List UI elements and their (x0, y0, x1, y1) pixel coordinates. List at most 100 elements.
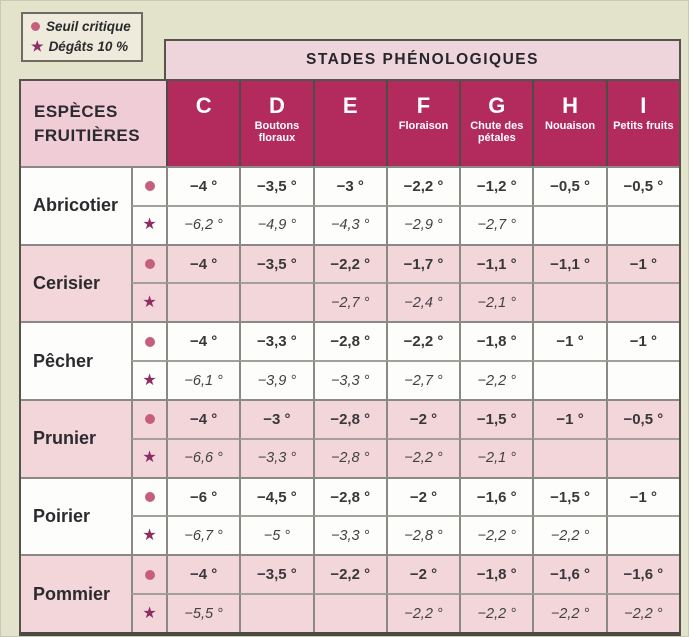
value-cell-seuil: −1,5 ° (459, 398, 533, 438)
value-cell-degats: −3,3 ° (239, 437, 313, 477)
stage-column-header-E: E (312, 81, 386, 166)
value-cell-seuil: −0,5 ° (532, 166, 606, 205)
seuil-critique-dot-icon (144, 414, 155, 425)
stage-column-header-I: I Petits fruits (605, 81, 679, 166)
value-cell-seuil: −2,2 ° (385, 321, 460, 361)
stage-sublabel: Boutons floraux (254, 120, 300, 145)
phenology-table: STADES PHÉNOLOGIQUES ESPÈCES FRUITIÈRES … (19, 39, 681, 636)
value-cell-degats (239, 593, 313, 632)
seuil-critique-dot-icon (144, 259, 155, 270)
species-header-line2: FRUITIÈRES (34, 125, 141, 145)
value-cell-seuil: −4 ° (166, 243, 240, 283)
value-cell-seuil: −3 ° (312, 166, 386, 205)
marker-cell: ★ (131, 437, 166, 477)
value-cell-degats: −3,9 ° (239, 360, 313, 399)
value-cell-seuil: −4 ° (166, 554, 240, 594)
value-cell-seuil: −2,2 ° (385, 166, 460, 205)
species-cell-Cerisier: Cerisier (21, 243, 131, 322)
marker-cell (131, 321, 166, 361)
value-cell-seuil: −4,5 ° (239, 476, 313, 516)
value-cell-seuil: −3,3 ° (239, 321, 313, 361)
value-cell-seuil: −1,1 ° (459, 243, 533, 283)
stage-letter: F (416, 93, 431, 118)
stage-letter: C (195, 93, 212, 118)
value-cell-seuil: −1,1 ° (532, 243, 606, 283)
value-cell-seuil: −1,7 ° (385, 243, 460, 283)
stage-letter: G (488, 93, 506, 118)
value-cell-degats: −6,7 ° (166, 515, 240, 555)
value-cell-degats: −5 ° (239, 515, 313, 555)
value-cell-seuil: −1,2 ° (459, 166, 533, 205)
value-cell-seuil: −1 ° (605, 243, 679, 283)
value-cell-seuil: −2,8 ° (312, 321, 386, 361)
species-cell-Pêcher: Pêcher (21, 321, 131, 399)
degats-star-icon: ★ (142, 449, 157, 467)
value-cell-seuil: −6 ° (166, 476, 240, 516)
value-cell-degats: −2,7 ° (312, 282, 386, 322)
value-cell-degats: −2,2 ° (532, 593, 606, 632)
value-cell-degats: −2,2 ° (605, 593, 679, 632)
value-cell-seuil: −1,6 ° (532, 554, 606, 594)
stage-letter: I (640, 93, 647, 118)
legend-label-degats: Dégâts 10 % (48, 38, 129, 54)
value-cell-degats: −6,6 ° (166, 437, 240, 477)
value-cell-seuil: −1,8 ° (459, 321, 533, 361)
value-cell-seuil: −3,5 ° (239, 554, 313, 594)
stage-sublabel: Chute des pétales (470, 120, 524, 145)
value-cell-seuil: −1,6 ° (605, 554, 679, 594)
degats-star-icon: ★ (31, 38, 44, 55)
value-cell-seuil: −1 ° (532, 398, 606, 438)
value-cell-seuil: −1 ° (605, 476, 679, 516)
value-cell-degats (532, 282, 606, 322)
value-cell-degats (532, 204, 606, 244)
value-cell-degats (605, 515, 679, 555)
marker-cell (131, 243, 166, 283)
degats-star-icon: ★ (142, 526, 157, 544)
value-cell-seuil: −2,8 ° (312, 476, 386, 516)
value-cell-degats: −2,2 ° (459, 515, 533, 555)
value-cell-seuil: −2 ° (385, 554, 460, 594)
value-cell-seuil: −1 ° (605, 321, 679, 361)
species-cell-Abricotier: Abricotier (21, 166, 131, 244)
value-cell-seuil: −0,5 ° (605, 398, 679, 438)
marker-cell (131, 554, 166, 594)
value-cell-degats: −2,2 ° (385, 593, 460, 632)
value-cell-degats (166, 282, 240, 322)
degats-star-icon: ★ (142, 216, 157, 234)
value-cell-seuil: −1 ° (532, 321, 606, 361)
value-cell-degats: −4,3 ° (312, 204, 386, 244)
marker-cell (131, 166, 166, 205)
value-cell-degats: −2,9 ° (385, 204, 460, 244)
value-cell-degats (605, 282, 679, 322)
value-cell-degats: −4,9 ° (239, 204, 313, 244)
table-grid: ESPÈCES FRUITIÈRES C D Boutons floraux E F Fl… (19, 79, 681, 636)
seuil-critique-dot-icon (144, 336, 155, 347)
seuil-critique-dot-icon (31, 22, 40, 32)
value-cell-degats: −5,5 ° (166, 593, 240, 632)
value-cell-seuil: −1,8 ° (459, 554, 533, 594)
species-cell-Poirier: Poirier (21, 476, 131, 555)
value-cell-degats: −2,4 ° (385, 282, 460, 322)
value-cell-degats: −2,1 ° (459, 437, 533, 477)
degats-star-icon: ★ (142, 371, 157, 389)
value-cell-seuil: −2 ° (385, 476, 460, 516)
value-cell-degats (532, 360, 606, 399)
value-cell-degats: −2,7 ° (459, 204, 533, 244)
stage-column-header-F: F Floraison (385, 81, 460, 166)
value-cell-degats (312, 593, 386, 632)
value-cell-seuil: −3,5 ° (239, 166, 313, 205)
marker-cell (131, 398, 166, 438)
stage-letter: H (562, 93, 578, 118)
value-cell-seuil: −3,5 ° (239, 243, 313, 283)
stage-column-header-G: G Chute des pétales (459, 81, 533, 166)
legend-item-degats: ★ Dégâts 10 % (31, 37, 131, 57)
degats-star-icon: ★ (142, 293, 157, 311)
species-header-line1: ESPÈCES (34, 101, 118, 121)
marker-cell: ★ (131, 360, 166, 399)
marker-cell: ★ (131, 282, 166, 322)
stage-sublabel: Nouaison (545, 120, 596, 133)
species-cell-Pommier: Pommier (21, 554, 131, 632)
value-cell-degats (605, 204, 679, 244)
value-cell-degats: −6,1 ° (166, 360, 240, 399)
